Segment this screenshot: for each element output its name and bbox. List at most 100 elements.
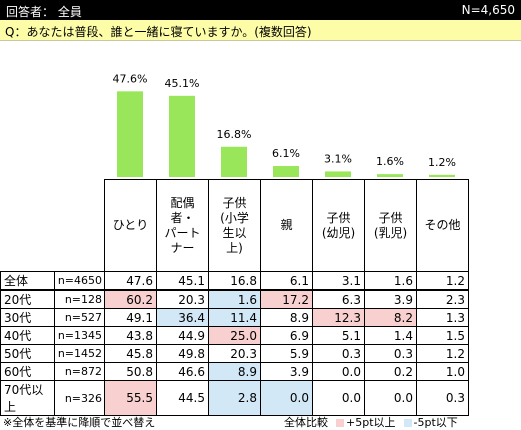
row-sample-size: n=527 xyxy=(54,308,105,327)
row-label: 30代 xyxy=(0,308,55,327)
sample-size-label: N=4,650 xyxy=(461,3,515,17)
table-cell: 1.5 xyxy=(416,326,469,345)
table-cell: 12.3 xyxy=(312,308,365,327)
table-cell: 36.4 xyxy=(156,308,209,327)
table-cell: 49.1 xyxy=(104,308,157,327)
column-header-4: 子供 (幼児) xyxy=(312,179,365,272)
table-header-row: ひとり 配偶者・ パート ナー 子供 (小学 生以 上) 親子供 (幼児) 子供 (乳児) その他 xyxy=(0,179,469,272)
table-cell: 0.3 xyxy=(364,344,417,363)
respondent-header: 回答者： 全員 N=4,650 xyxy=(0,0,521,20)
bar-value-label-1: 45.1% xyxy=(165,77,200,90)
table-row: 20代 n=128 60.2 20.3 1.6 17.2 6.3 3.9 2.3 xyxy=(0,289,469,309)
column-header-0: ひとり xyxy=(104,179,157,272)
table-row: 50代 n=1452 45.8 49.8 20.3 5.9 0.3 0.3 1.2 xyxy=(0,344,469,363)
row-label: 70代以上 xyxy=(0,380,55,416)
table-cell: 0.0 xyxy=(312,380,365,416)
column-header-3: 親 xyxy=(260,179,313,272)
table-cell: 8.9 xyxy=(208,362,261,381)
table-cell: 43.8 xyxy=(104,326,157,345)
table-cell: 2.8 xyxy=(208,380,261,416)
legend-label: -5pt以下 xyxy=(413,416,458,429)
legend: 全体比較 +5pt以上 -5pt以下 xyxy=(284,414,466,430)
table-cell: 44.5 xyxy=(156,380,209,416)
column-header-5: 子供 (乳児) xyxy=(364,179,417,272)
sort-note: ※全体を基準に降順で並べ替え xyxy=(3,416,156,429)
column-header-6: その他 xyxy=(416,179,469,272)
table-cell: 45.8 xyxy=(104,344,157,363)
table-cell: 17.2 xyxy=(260,289,313,309)
table-cell: 8.9 xyxy=(260,308,313,327)
table-cell: 3.9 xyxy=(260,362,313,381)
row-sample-size: n=872 xyxy=(54,362,105,381)
table-cell: 3.9 xyxy=(364,289,417,309)
table-cell: 5.9 xyxy=(260,344,313,363)
bar-chart: 47.6% 45.1% 16.8% 6.1% 3.1% 1.6% 1.2% xyxy=(113,72,456,177)
table-cell: 47.6 xyxy=(104,271,157,291)
table-cell: 16.8 xyxy=(208,271,261,291)
bar-5 xyxy=(377,174,403,177)
table-cell: 1.4 xyxy=(364,326,417,345)
bar-value-label-0: 47.6% xyxy=(113,72,148,85)
bar-1 xyxy=(169,95,195,177)
table-cell: 55.5 xyxy=(104,380,157,416)
legend-label: +5pt以上 xyxy=(346,416,396,429)
crosstab-table: ひとり 配偶者・ パート ナー 子供 (小学 生以 上) 親子供 (幼児) 子供 (乳児) その他 全体 n… xyxy=(0,179,469,416)
table-cell: 0.3 xyxy=(312,344,365,363)
table-cell: 0.2 xyxy=(364,362,417,381)
bar-value-label-3: 6.1% xyxy=(272,147,300,160)
bar-6 xyxy=(429,174,455,177)
question-text: Q：あなたは普段、誰と一緒に寝ていますか。(複数回答) xyxy=(0,20,521,41)
row-label: 50代 xyxy=(0,344,55,363)
table-cell: 45.1 xyxy=(156,271,209,291)
table-cell: 1.3 xyxy=(416,308,469,327)
table-cell: 1.6 xyxy=(208,289,261,309)
legend-item-0: 全体比較 xyxy=(284,416,328,429)
table-cell: 0.3 xyxy=(416,380,469,416)
row-label: 20代 xyxy=(0,289,55,309)
table-cell: 6.1 xyxy=(260,271,313,291)
header-blank-cell xyxy=(0,179,105,272)
table-cell: 20.3 xyxy=(156,289,209,309)
table-row: 70代以上 n=326 55.5 44.5 2.8 0.0 0.0 0.0 0.3 xyxy=(0,380,469,416)
table-cell: 6.3 xyxy=(312,289,365,309)
table-cell: 50.8 xyxy=(104,362,157,381)
table-cell: 1.6 xyxy=(364,271,417,291)
table-cell: 44.9 xyxy=(156,326,209,345)
legend-item-1: +5pt以上 xyxy=(336,416,396,429)
bar-value-label-2: 16.8% xyxy=(217,128,252,141)
table-cell: 6.9 xyxy=(260,326,313,345)
table-cell: 8.2 xyxy=(364,308,417,327)
row-sample-size: n=128 xyxy=(54,289,105,309)
bar-3 xyxy=(273,166,299,177)
table-cell: 60.2 xyxy=(104,289,157,309)
table-cell: 49.8 xyxy=(156,344,209,363)
bar-value-label-4: 3.1% xyxy=(324,152,352,165)
bar-value-label-5: 1.6% xyxy=(376,155,404,168)
bar-4 xyxy=(325,171,351,177)
table-cell: 46.6 xyxy=(156,362,209,381)
table-row: 40代 n=1345 43.8 44.9 25.0 6.9 5.1 1.4 1.5 xyxy=(0,326,469,345)
column-header-1: 配偶者・ パート ナー xyxy=(156,179,209,272)
table-cell: 1.0 xyxy=(416,362,469,381)
row-sample-size: n=1345 xyxy=(54,326,105,345)
table-cell: 5.1 xyxy=(312,326,365,345)
bar-2 xyxy=(221,146,247,177)
table-row-total: 全体 n=4650 47.6 45.1 16.8 6.1 3.1 1.6 1.2 xyxy=(0,271,469,291)
legend-swatch xyxy=(403,419,412,427)
row-label: 全体 xyxy=(0,271,55,291)
table-cell: 25.0 xyxy=(208,326,261,345)
row-sample-size: n=1452 xyxy=(54,344,105,363)
table-row: 30代 n=527 49.1 36.4 11.4 8.9 12.3 8.2 1.3 xyxy=(0,308,469,327)
table-cell: 2.3 xyxy=(416,289,469,309)
row-label: 40代 xyxy=(0,326,55,345)
table-cell: 0.0 xyxy=(312,362,365,381)
column-header-2: 子供 (小学 生以 上) xyxy=(208,179,261,272)
table-cell: 3.1 xyxy=(312,271,365,291)
row-sample-size: n=4650 xyxy=(54,271,105,291)
row-sample-size: n=326 xyxy=(54,380,105,416)
legend-label: 全体比較 xyxy=(284,416,328,429)
legend-swatch xyxy=(336,419,344,427)
legend-item-2: -5pt以下 xyxy=(403,416,458,429)
table-cell: 20.3 xyxy=(208,344,261,363)
table-row: 60代 n=872 50.8 46.6 8.9 3.9 0.0 0.2 1.0 xyxy=(0,362,469,381)
